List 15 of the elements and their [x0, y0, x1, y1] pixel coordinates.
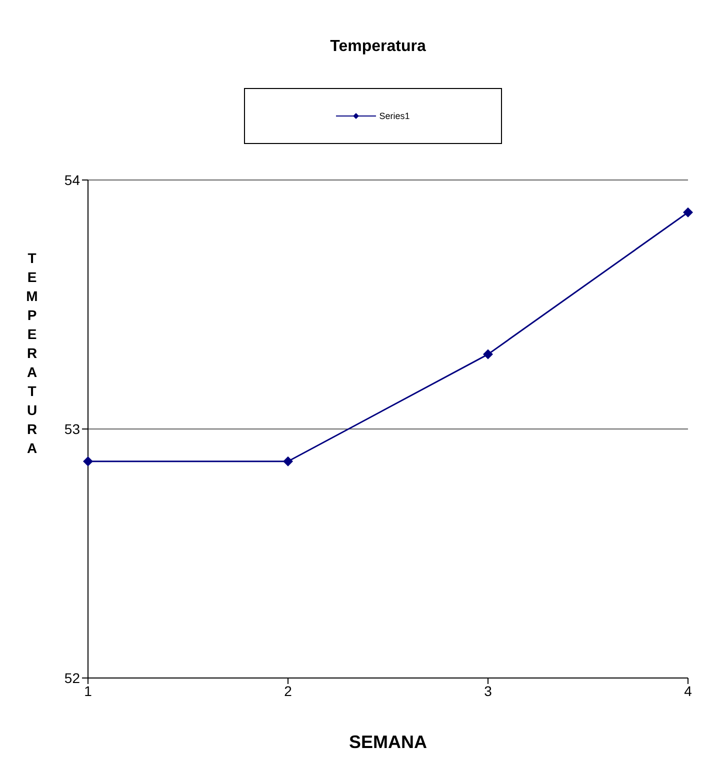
x-tick-label: 3: [484, 682, 492, 699]
point: [83, 456, 93, 466]
point: [683, 207, 693, 218]
x-tick-label: 2: [284, 682, 292, 699]
x-axis-title: SEMANA: [348, 732, 428, 752]
y-tick-label: 53: [64, 420, 80, 437]
x-tick-label: 4: [684, 682, 692, 699]
chart-title: Temperatura: [329, 37, 427, 57]
x-tick-label: 1: [84, 682, 92, 699]
y-tick-label: 52: [64, 670, 80, 686]
y-tick-label: 54: [64, 172, 80, 188]
legend-label: Series1: [379, 111, 410, 121]
point: [283, 456, 293, 466]
point: [483, 349, 493, 360]
text: TEMPERATURA: [26, 250, 38, 456]
